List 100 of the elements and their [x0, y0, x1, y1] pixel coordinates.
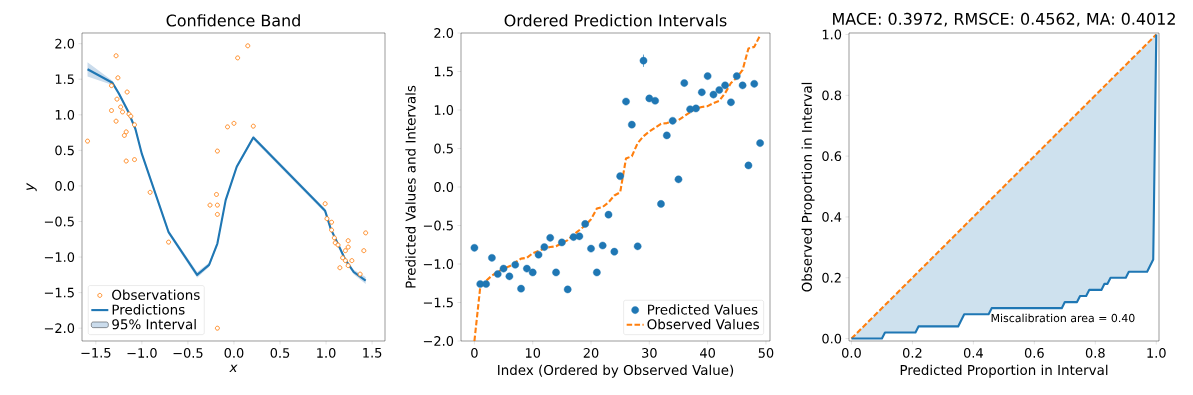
- point: [546, 234, 555, 242]
- point: [470, 244, 479, 252]
- y-tick-label: 0.2: [822, 272, 841, 283]
- point: [124, 89, 130, 95]
- point: [109, 83, 114, 89]
- point: [113, 53, 119, 59]
- point: [85, 138, 90, 144]
- point: [593, 268, 601, 277]
- y-tick-label: 1.0: [434, 105, 454, 115]
- point: [709, 90, 718, 99]
- point: [750, 80, 759, 88]
- point: [342, 258, 348, 264]
- point: [523, 264, 531, 273]
- y-tick-label: 1.0: [55, 109, 75, 120]
- point: [744, 161, 753, 170]
- point: [342, 248, 348, 254]
- point: [349, 258, 355, 264]
- x-tick-label: 1.0: [317, 348, 336, 358]
- y-tick-label: 1.5: [434, 66, 453, 77]
- point: [345, 238, 351, 244]
- y-axis-title: Predicted Values and Intervals: [405, 85, 416, 288]
- x-tick-label: 0.5: [270, 348, 290, 358]
- point: [663, 131, 671, 140]
- x-tick-label: 10: [525, 348, 541, 358]
- legend-label: Predicted Values: [648, 304, 758, 315]
- point: [115, 75, 121, 81]
- point: [225, 124, 230, 130]
- x-axis-title: x: [229, 364, 238, 373]
- point: [123, 158, 129, 164]
- legend-label: 95% Interval: [112, 318, 196, 330]
- y-tick-label: 2.0: [434, 28, 454, 38]
- point: [703, 72, 712, 80]
- point: [598, 241, 607, 250]
- y-tick-label: 0.8: [822, 90, 842, 101]
- point: [147, 189, 153, 195]
- x-tick-label: 0.0: [842, 348, 861, 358]
- point: [214, 202, 220, 208]
- point: [534, 250, 543, 259]
- point: [214, 192, 219, 197]
- point: [329, 227, 335, 233]
- y-tick-label: −0.5: [44, 216, 74, 227]
- chart-title: Ordered Prediction Intervals: [504, 14, 727, 27]
- y-tick-label: 0.5: [55, 145, 74, 156]
- y-tick-label: 0.0: [434, 182, 454, 192]
- annotation: Miscalibration area = 0.40: [991, 313, 1135, 323]
- point: [721, 81, 729, 90]
- point: [345, 263, 351, 269]
- point: [120, 109, 125, 115]
- x-tick-label: 1.5: [363, 348, 382, 358]
- x-tick-label: 0.4: [963, 348, 983, 358]
- point: [499, 264, 508, 273]
- point: [114, 96, 120, 102]
- point: [332, 240, 338, 246]
- legend-label: Observed Values: [647, 318, 759, 330]
- x-tick-label: 50: [758, 348, 774, 358]
- point: [214, 148, 220, 154]
- y-tick-label: −1.0: [44, 252, 75, 262]
- point: [558, 238, 566, 247]
- x-axis-title: Index (Ordered by Observed Value): [498, 364, 734, 378]
- point: [493, 270, 502, 278]
- point: [113, 118, 119, 124]
- point: [668, 116, 677, 125]
- point: [552, 268, 560, 277]
- y-axis-title: y: [26, 182, 37, 192]
- point: [335, 242, 341, 248]
- point: [628, 120, 636, 129]
- point: [674, 175, 683, 184]
- x-tick-label: 20: [583, 348, 599, 358]
- y-tick-label: 0.5: [434, 143, 453, 154]
- point: [540, 243, 549, 251]
- y-tick-label: −2.0: [44, 323, 75, 334]
- point: [132, 157, 137, 163]
- y-tick-label: 0.0: [822, 333, 842, 344]
- x-tick-label: 40: [700, 348, 715, 358]
- point: [633, 242, 642, 251]
- point: [727, 98, 735, 107]
- point: [528, 268, 537, 277]
- point: [645, 94, 654, 103]
- point: [604, 210, 613, 219]
- point: [121, 132, 127, 138]
- point: [622, 97, 630, 106]
- y-tick-label: −1.5: [44, 287, 74, 298]
- x-tick-label: 0.2: [902, 348, 922, 358]
- point: [250, 123, 256, 129]
- point: [235, 55, 241, 61]
- point: [616, 172, 624, 181]
- point: [324, 216, 330, 222]
- point: [340, 255, 346, 261]
- y-axis-title: Observed Proportion in Interval: [801, 82, 815, 292]
- y-tick-label: 1.0: [822, 29, 842, 40]
- point: [357, 271, 363, 277]
- y-tick-label: 0.4: [822, 212, 842, 222]
- point: [575, 232, 584, 241]
- chart-title: MACE: 0.3972, RMSCE: 0.4562, MA: 0.4012: [833, 12, 1175, 27]
- y-tick-label: 1.5: [55, 74, 74, 85]
- point: [361, 248, 367, 254]
- point: [166, 239, 172, 245]
- y-tick-label: 2.0: [55, 38, 75, 49]
- point: [610, 247, 619, 256]
- point: [698, 88, 706, 97]
